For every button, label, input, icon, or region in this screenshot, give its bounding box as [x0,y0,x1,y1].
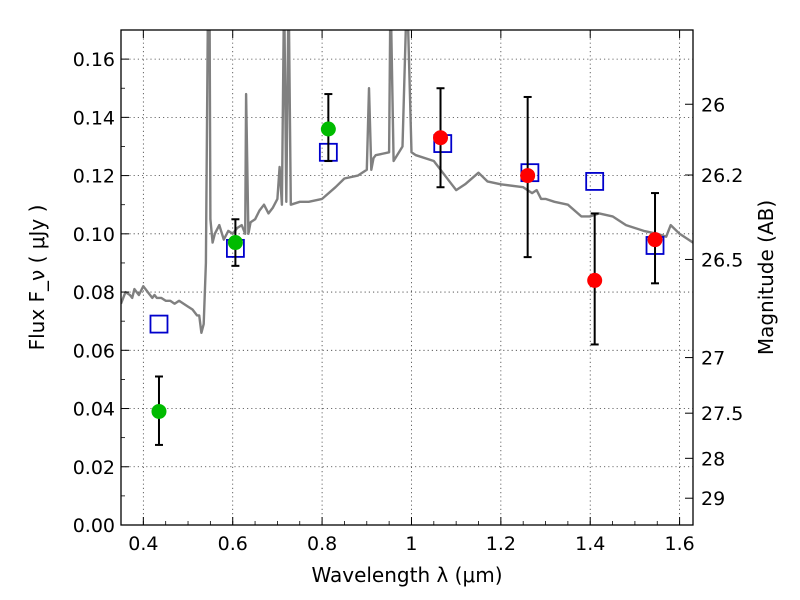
y-tick-label: 0.16 [73,49,115,71]
model-square-marker [585,172,605,191]
observed-point [647,232,663,248]
y2-tick-label: 28 [701,448,725,470]
observed-point [433,130,449,146]
observed-point [587,272,603,288]
y2-tick-label: 26.5 [701,249,743,271]
y-tick-label: 0.08 [73,282,115,304]
y2-axis-label: Magnitude (AB) [754,200,778,355]
x-tick-label: 1.6 [664,533,694,555]
x-axis-label: Wavelength λ (μm) [311,563,502,587]
y2-tick-label: 27.5 [701,403,743,425]
x-tick-label: 1 [405,533,417,555]
markers [149,87,665,446]
observed-point [151,403,167,419]
y2-tick-label: 27 [701,348,725,370]
y-tick-label: 0.10 [73,224,115,246]
y2-tick-label: 29 [701,488,725,510]
observed-point [520,168,536,184]
x-tick-label: 0.8 [307,533,337,555]
model-square-marker [149,314,169,334]
y-tick-label: 0.06 [73,340,115,362]
sed-line [121,30,693,334]
y-tick-label: 0.02 [73,457,115,479]
observed-point [320,121,336,137]
y2-tick-label: 26.2 [701,165,743,187]
y-axis-label: Flux F_ν ( μJy ) [25,205,49,351]
axis-ticks: 0.4 0.6 0.8 1 1.2 1.4 1.6 0.00 0.02 0.04 0.06 0.08 0… [73,29,743,555]
x-tick-label: 0.4 [128,533,158,555]
x-tick-label: 1.4 [575,533,605,555]
plot-area [121,30,693,334]
y-tick-label: 0.14 [73,107,115,129]
x-tick-label: 1.2 [486,533,516,555]
plot-frame [120,29,694,526]
observed-point [227,235,243,251]
y-tick-label: 0.12 [73,166,115,188]
y-tick-label: 0.04 [73,399,115,421]
y2-tick-label: 26 [701,94,725,116]
x-tick-label: 0.6 [218,533,248,555]
y-tick-label: 0.00 [73,515,115,537]
